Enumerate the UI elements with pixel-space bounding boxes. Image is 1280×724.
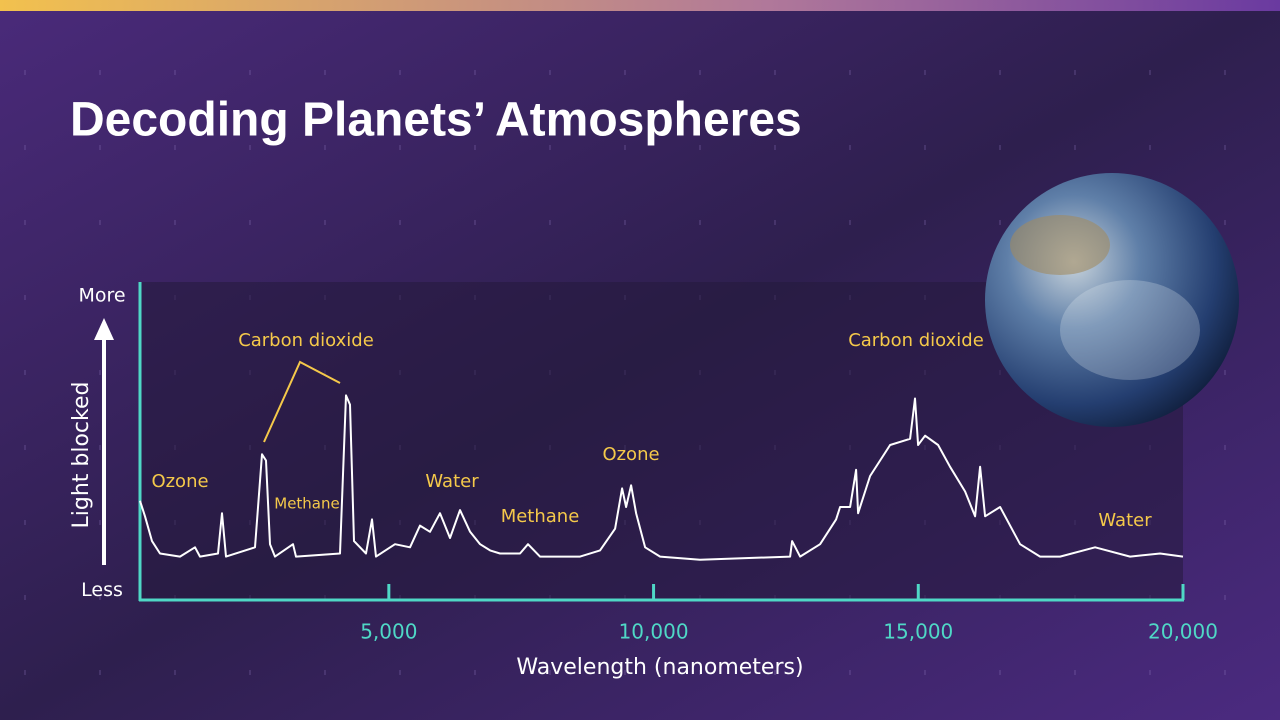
annotation: Carbon dioxide [238, 330, 374, 351]
y-arrow-head [94, 318, 114, 340]
annotation: Methane [501, 506, 580, 527]
x-axis-label: Wavelength (nanometers) [516, 655, 803, 680]
annotation: Ozone [151, 471, 208, 492]
annotation: Carbon dioxide [848, 330, 984, 351]
x-tick-label: 20,000 [1148, 620, 1218, 644]
annotation-leader [263, 360, 341, 443]
spectrum-line [139, 394, 1184, 561]
y-axis-label: Light blocked [69, 382, 94, 529]
annotation: Methane [274, 495, 340, 513]
top-bar [0, 0, 1280, 11]
x-tick-label: 10,000 [619, 620, 689, 644]
annotation: Ozone [602, 444, 659, 465]
earth [985, 173, 1239, 427]
y-tick-label: Less [81, 579, 123, 601]
annotation: Water [1098, 510, 1152, 531]
x-tick-label: 5,000 [360, 620, 417, 644]
annotation: Water [425, 471, 479, 492]
x-tick-label: 15,000 [883, 620, 953, 644]
y-tick-label: More [78, 285, 125, 307]
title: Decoding Planets’ Atmospheres [70, 94, 802, 147]
